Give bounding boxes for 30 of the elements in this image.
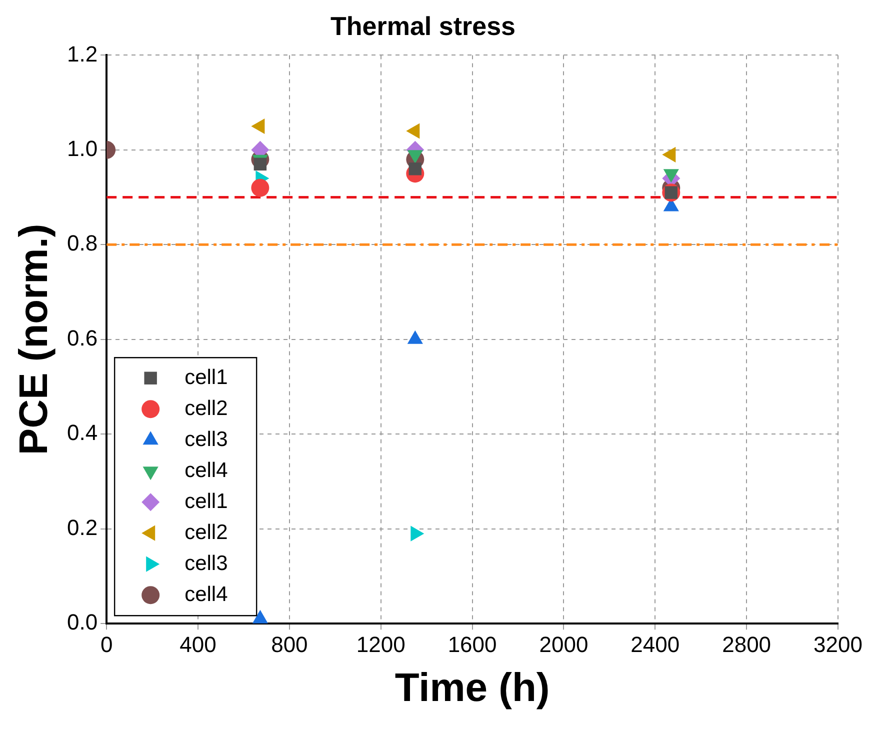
x-tick-label: 0 xyxy=(100,632,113,657)
y-tick-label: 0.4 xyxy=(66,420,98,446)
y-tick-label: 0.6 xyxy=(66,325,98,350)
y-tick-label: 0.8 xyxy=(66,230,98,256)
y-tick-label: 0.2 xyxy=(66,514,98,540)
x-tick-label: 2000 xyxy=(539,632,588,657)
legend-label: cell1 xyxy=(184,490,228,513)
y-axis-title: PCE (norm.) xyxy=(12,224,56,455)
point xyxy=(254,158,267,171)
chart-title: Thermal stress xyxy=(330,10,516,41)
x-tick-label: 800 xyxy=(271,632,308,657)
y-tick-label: 1.2 xyxy=(66,41,98,66)
legend-label: cell1 xyxy=(184,366,228,389)
x-tick-label: 3200 xyxy=(814,632,862,657)
point xyxy=(252,610,268,624)
legend-label: cell3 xyxy=(184,428,228,451)
x-tick-label: 2400 xyxy=(630,632,680,657)
y-tick-label: 0.0 xyxy=(66,610,98,635)
legend-label: cell4 xyxy=(184,458,228,482)
x-tick-label: 1600 xyxy=(448,632,497,657)
legend-label: cell2 xyxy=(184,396,228,420)
y-tick-label: 1.0 xyxy=(66,136,98,161)
point xyxy=(251,178,270,197)
legend-label: cell3 xyxy=(184,552,228,575)
legend-label: cell2 xyxy=(184,520,228,544)
x-tick-label: 400 xyxy=(180,632,216,657)
legend-label: cell4 xyxy=(184,582,228,606)
x-tick-label: 1200 xyxy=(356,632,406,657)
x-axis-title: Time (h) xyxy=(394,666,550,710)
x-tick-label: 2800 xyxy=(722,632,772,657)
